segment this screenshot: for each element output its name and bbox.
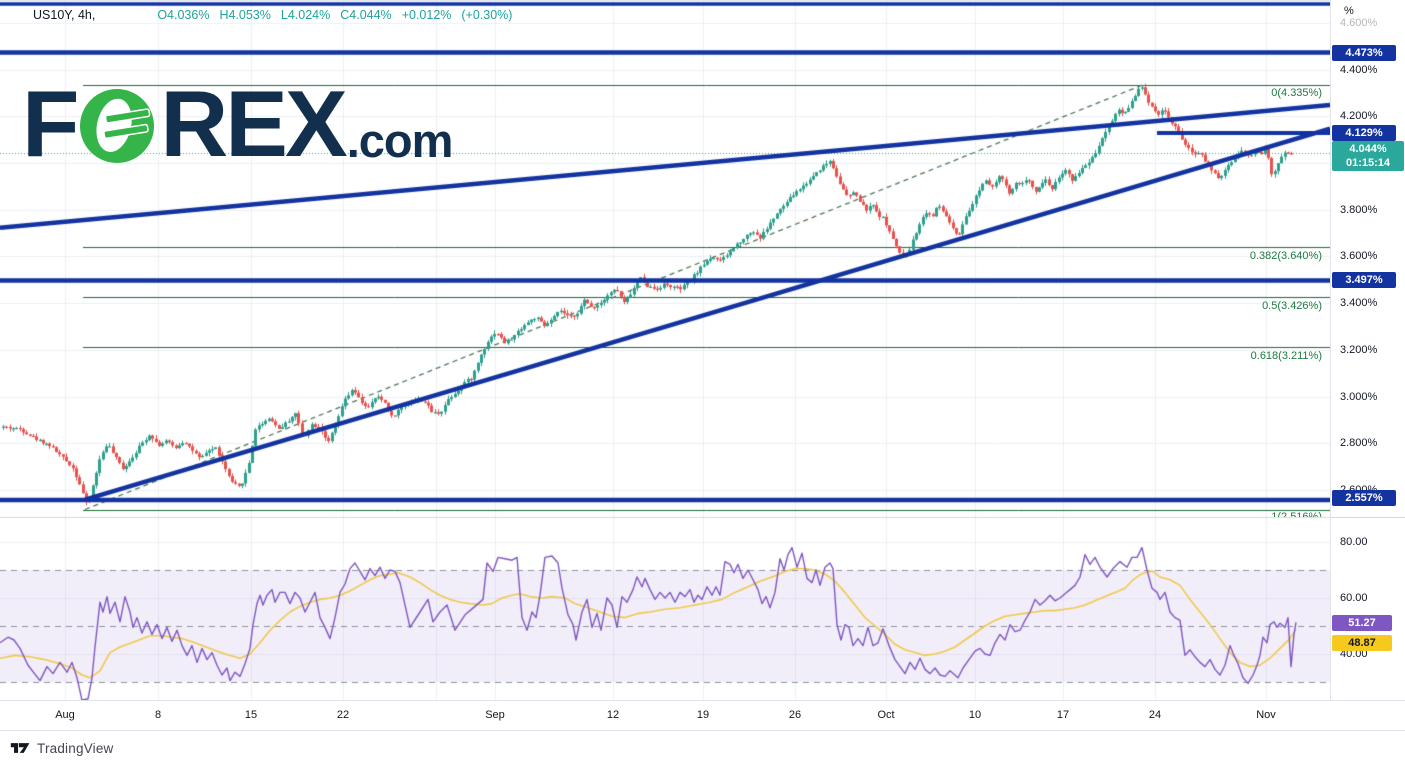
legend-ohlc-value: H4.053% <box>219 8 271 22</box>
price-axis-tick: 3.200% <box>1340 344 1378 356</box>
current-price-badge: 4.044% 01:15:14 <box>1332 141 1404 171</box>
legend-ohlc-value: C4.044% <box>340 8 392 22</box>
bar-countdown: 01:15:14 <box>1345 157 1391 169</box>
time-axis-label: Oct <box>877 709 895 721</box>
time-axis-label: 17 <box>1056 709 1070 721</box>
price-axis-tick: 3.400% <box>1340 297 1378 309</box>
price-level-badge: 4.129% <box>1332 125 1396 141</box>
bottom-strip: TradingView <box>0 732 1405 764</box>
price-level-badge: 2.557% <box>1332 490 1396 506</box>
legend-ohlc-value: O4.036% <box>157 8 210 22</box>
time-axis-label: 26 <box>788 709 802 721</box>
price-axis-tick: 40.00 <box>1340 648 1368 660</box>
time-axis-label: 8 <box>154 709 162 721</box>
forex-com-watermark-logo: F REX .com <box>22 70 454 176</box>
time-axis-label: Nov <box>1256 709 1276 721</box>
price-level-badge: 4.473% <box>1332 45 1396 61</box>
forex-coin-icon <box>80 89 155 163</box>
main-chart-canvas[interactable] <box>0 0 1330 700</box>
price-axis[interactable]: % 4.044% 01:15:14 4.600% 4.400% 4.200% 3.80… <box>1330 0 1405 700</box>
time-axis-label: 19 <box>696 709 710 721</box>
time-axis-label: 24 <box>1148 709 1162 721</box>
price-axis-tick: 3.600% <box>1340 250 1378 262</box>
legend-ohlc-value: +0.012% <box>401 8 452 22</box>
logo-letters-rex: REX <box>160 70 347 176</box>
time-axis-label: 15 <box>244 709 258 721</box>
price-axis-tick: 4.600% <box>1340 17 1378 29</box>
time-axis-label: Aug <box>55 709 75 721</box>
logo-dot-com: .com <box>346 114 454 168</box>
percent-unit-label: % <box>1344 5 1354 17</box>
symbol-name-label: US10Y, 4h, <box>33 8 96 22</box>
price-axis-tick: 3.000% <box>1340 391 1378 403</box>
tradingview-logo-icon <box>10 743 30 753</box>
tradingview-label: TradingView <box>37 740 114 756</box>
legend-ohlc-value: (+0.30%) <box>461 8 513 22</box>
time-axis[interactable]: Aug 8 15 22 Sep 12 19 26 Oct 10 17 24 Nov <box>0 700 1405 731</box>
current-price-value: 4.044% <box>1349 142 1387 155</box>
price-axis-tick: 2.800% <box>1340 437 1378 449</box>
price-axis-tick: 3.800% <box>1340 204 1378 216</box>
price-axis-tick: 80.00 <box>1340 536 1368 548</box>
price-axis-tick: 60.00 <box>1340 592 1368 604</box>
price-axis-tick: 4.200% <box>1340 110 1378 122</box>
price-axis-tick: 4.400% <box>1340 64 1378 76</box>
legend-ohlc-value: L4.024% <box>280 8 331 22</box>
time-axis-label: 12 <box>606 709 620 721</box>
axis-pane-separator <box>1331 517 1405 518</box>
time-axis-label: 22 <box>336 709 350 721</box>
tradingview-attribution[interactable]: TradingView <box>10 741 114 756</box>
symbol-legend: US10Y, 4h, O4.036% H4.053% L4.024% C4.044% +… <box>33 6 512 24</box>
price-level-badge: 3.497% <box>1332 272 1396 288</box>
price-level-badge: 48.87 <box>1332 635 1392 651</box>
time-axis-label: Sep <box>485 709 505 721</box>
price-level-badge: 51.27 <box>1332 615 1392 631</box>
time-axis-label: 10 <box>968 709 982 721</box>
logo-letter-f: F <box>22 70 79 176</box>
